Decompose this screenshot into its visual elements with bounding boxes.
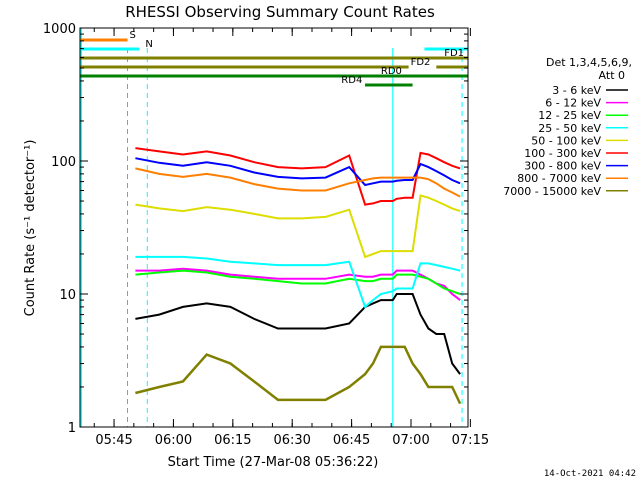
x-tick-label: 06:45 [333, 433, 370, 448]
legend-label: 25 - 50 keV [538, 122, 601, 135]
flag-label-fd1: FD1 [444, 48, 464, 59]
x-tick-label: 07:15 [452, 433, 489, 448]
x-tick-label: 07:00 [392, 433, 429, 448]
x-tick-label: 06:15 [214, 433, 251, 448]
y-tick-label: 100 [51, 155, 76, 170]
series-line-5 [135, 147, 461, 206]
y-axis: 1 10 100 1000 [43, 22, 468, 436]
y-axis-label: Count Rate (s⁻¹ detector⁻¹) [23, 140, 38, 317]
legend-label: 800 - 7000 keV [517, 172, 601, 185]
series-line-4 [135, 194, 461, 259]
plot-area: SN FD1 FD2 RD0 RD4 [80, 28, 468, 427]
x-tick-label: 06:30 [273, 433, 310, 448]
series-line-8 [135, 345, 462, 405]
y-tick-label: 1 [68, 421, 76, 436]
legend-header-line-2: Att 0 [599, 69, 625, 82]
y-tick-label: 10 [59, 288, 76, 303]
legend-label: 6 - 12 keV [545, 97, 601, 110]
legend-label: 50 - 100 keV [531, 134, 601, 147]
flag-label-n: N [145, 39, 152, 50]
series-line-2 [135, 269, 461, 295]
legend-label: 12 - 25 keV [538, 109, 601, 122]
x-tick-label: 05:45 [95, 433, 132, 448]
flag-label-rd0: RD0 [381, 66, 402, 77]
flag-label-fd2: FD2 [411, 57, 431, 68]
legend-header-line-1: Det 1,3,4,5,6,9, [546, 56, 632, 69]
series-line-3 [135, 255, 461, 309]
flag-label-rd4: RD4 [341, 75, 362, 86]
series-line-0 [135, 293, 461, 375]
y-tick-label: 1000 [43, 22, 76, 37]
x-tick-label: 06:00 [155, 433, 192, 448]
legend-label: 3 - 6 keV [552, 84, 601, 97]
chart-title: RHESSI Observing Summary Count Rates [125, 3, 435, 21]
legend-label: 300 - 800 keV [524, 160, 601, 173]
flag-label-s: S [129, 30, 135, 41]
legend-label: 100 - 300 keV [524, 147, 601, 160]
legend-label: 7000 - 15000 keV [503, 185, 601, 198]
plot-frame [79, 27, 469, 428]
date-stamp: 14-Oct-2021 04:42 [544, 469, 636, 479]
x-axis: 05:45 06:00 06:15 06:30 06:45 07:00 07:15 [93, 28, 489, 448]
x-axis-label: Start Time (27-Mar-08 05:36:22) [168, 455, 379, 470]
series-line-7 [135, 167, 461, 198]
series-line-6 [135, 157, 461, 187]
